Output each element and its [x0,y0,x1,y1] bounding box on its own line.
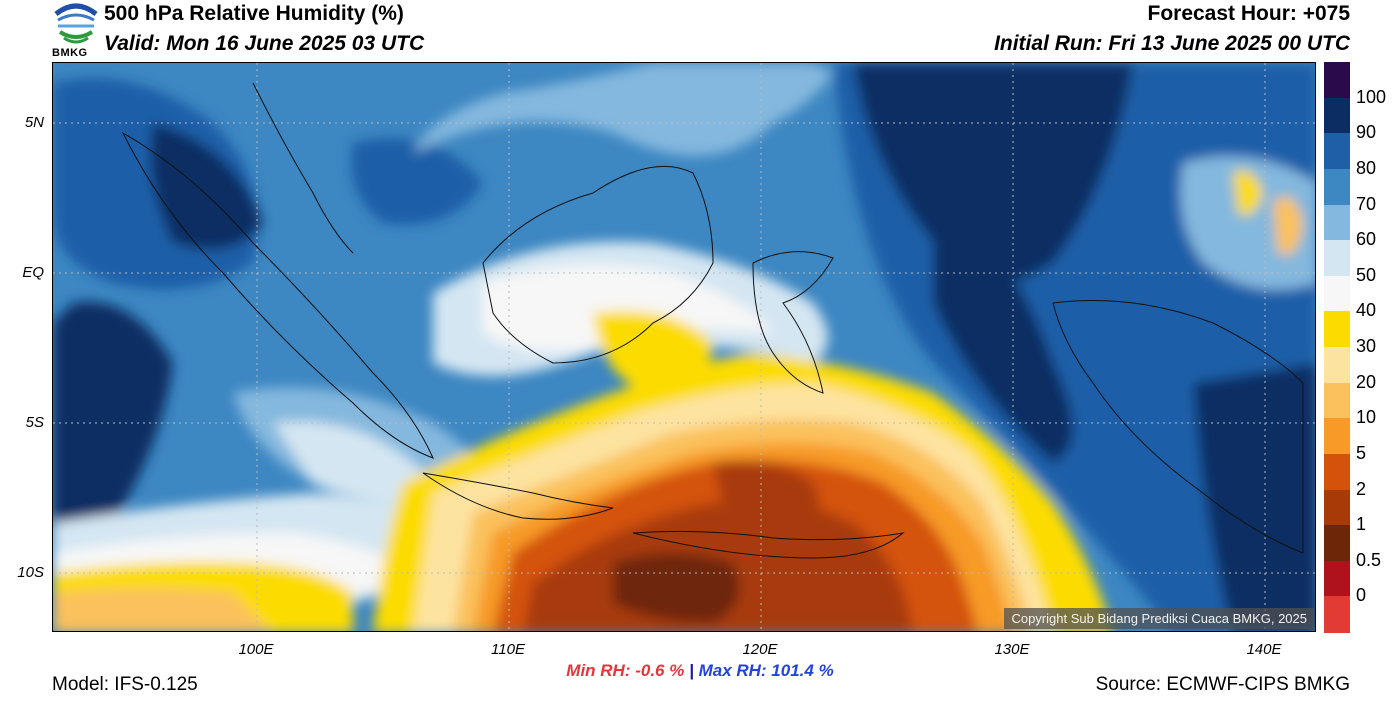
colorbar-segment [1324,418,1350,455]
colorbar-segment [1324,168,1350,205]
rh-statistics: Min RH: -0.6 % | Max RH: 101.4 % [0,661,1400,681]
humidity-field [53,63,1315,631]
colorbar-segment [1324,453,1350,490]
colorbar-label: 10 [1356,407,1377,428]
lon-label-120e: 120E [742,641,778,658]
lon-label-130e: 130E [994,641,1030,658]
lon-label-110e: 110E [491,641,525,658]
colorbar-label: 5 [1356,442,1367,463]
colorbar-label: 50 [1356,264,1377,285]
stats-separator: | [689,661,694,680]
colorbar-label: 1 [1356,514,1367,535]
colorbar-segment [1324,62,1350,99]
colorbar-label: 80 [1356,157,1377,178]
colorbar-label: 40 [1356,300,1377,321]
borneo-coast [482,165,714,364]
bmkg-logo [52,0,100,60]
lat-label-10s: 10S [17,564,44,581]
malay-peninsula-coast [252,82,354,254]
lat-label-eq: EQ [22,264,44,281]
colorbar-label: 100 [1356,86,1387,107]
min-rh: Min RH: -0.6 % [566,661,685,680]
colorbar-label: 70 [1356,193,1377,214]
copyright-notice: Copyright Sub Bidang Prediksi Cuaca BMKG… [1004,608,1314,629]
colorbar-label: 60 [1356,229,1377,250]
lon-label-100e: 100E [238,641,274,658]
humidity-map [52,62,1316,632]
model-label: Model: IFS-0.125 [52,674,198,695]
colorbar-segment [1324,240,1350,277]
lon-label-140e: 140E [1246,641,1282,658]
colorbar-label: 0.5 [1356,549,1382,570]
forecast-hour: Forecast Hour: +075 [1147,2,1351,25]
max-rh: Max RH: 101.4 % [698,661,834,680]
logo-text: BMKG [52,47,88,59]
colorbar-segment [1324,204,1350,241]
colorbar-segment [1324,97,1350,134]
colorbar-label: 2 [1356,478,1367,499]
colorbar-label: 0 [1356,585,1367,606]
colorbar-segment [1324,311,1350,348]
java-coast [422,472,614,520]
colorbar-segment [1324,525,1350,562]
colorbar-segment [1324,275,1350,312]
sumatra-coast [121,131,434,459]
lat-label-5s: 5S [25,414,44,431]
colorbar-segment [1324,489,1350,526]
colorbar [1324,62,1350,633]
colorbar-label: 30 [1356,336,1377,356]
nusa-tenggara-coast [632,530,905,559]
colorbar-label: 20 [1356,371,1377,392]
colorbar-segment [1324,560,1350,597]
initial-run: Initial Run: Fri 13 June 2025 00 UTC [994,32,1350,55]
map-title: 500 hPa Relative Humidity (%) [104,2,404,25]
colorbar-segment [1324,382,1350,419]
colorbar-segment [1324,596,1350,633]
source-label: Source: ECMWF-CIPS BMKG [1095,674,1350,695]
papua-coast [1052,300,1304,554]
colorbar-segment [1324,347,1350,384]
colorbar-label: 90 [1356,122,1377,143]
sulawesi-coast [752,251,834,394]
valid-time: Valid: Mon 16 June 2025 03 UTC [104,32,425,55]
lat-label-5n: 5N [24,114,44,131]
colorbar-segment [1324,133,1350,170]
